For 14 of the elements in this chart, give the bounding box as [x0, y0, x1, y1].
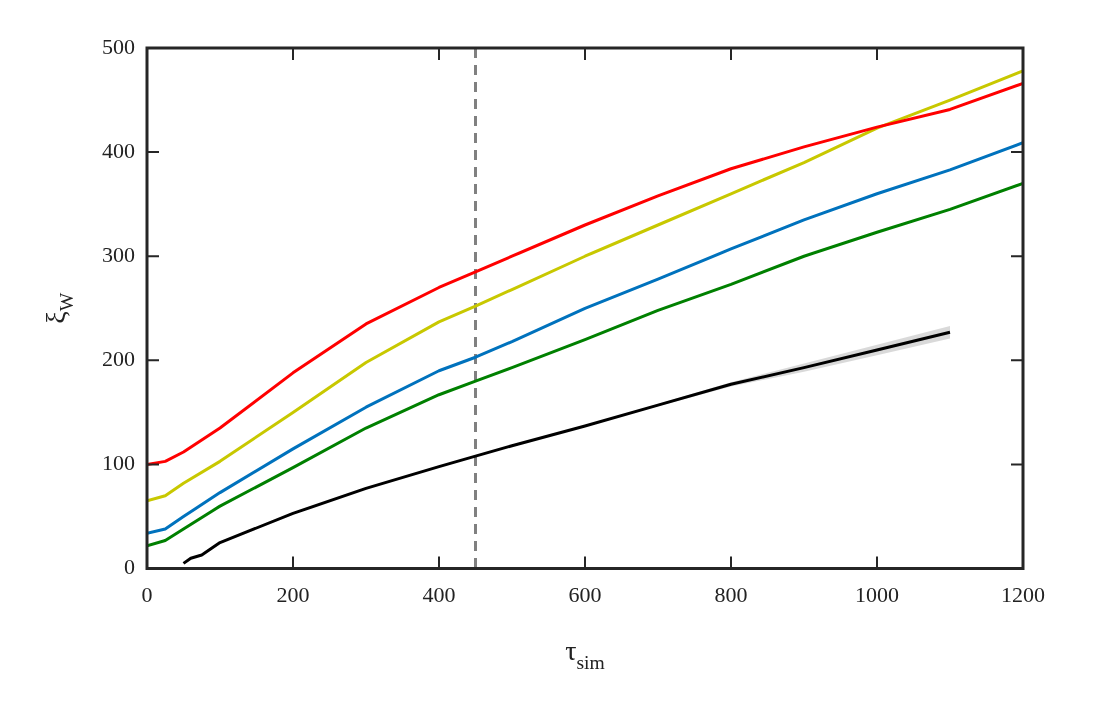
x-tick-label: 200 — [276, 581, 310, 607]
y-axis-title: ξW — [39, 292, 78, 324]
y-tick-label: 400 — [102, 137, 135, 163]
y-tick-label: 500 — [102, 33, 135, 59]
x-tick-label: 600 — [568, 581, 602, 607]
x-tick-label: 1200 — [1001, 581, 1045, 607]
x-tick-label: 400 — [422, 581, 456, 607]
y-tick-label: 100 — [102, 450, 135, 476]
y-tick-label: 0 — [124, 554, 135, 580]
x-tick-label: 0 — [141, 581, 153, 607]
x-tick-label: 800 — [714, 581, 748, 607]
y-tick-label: 300 — [102, 242, 135, 268]
y-tick-label: 200 — [102, 346, 135, 372]
x-tick-label: 1000 — [855, 581, 899, 607]
